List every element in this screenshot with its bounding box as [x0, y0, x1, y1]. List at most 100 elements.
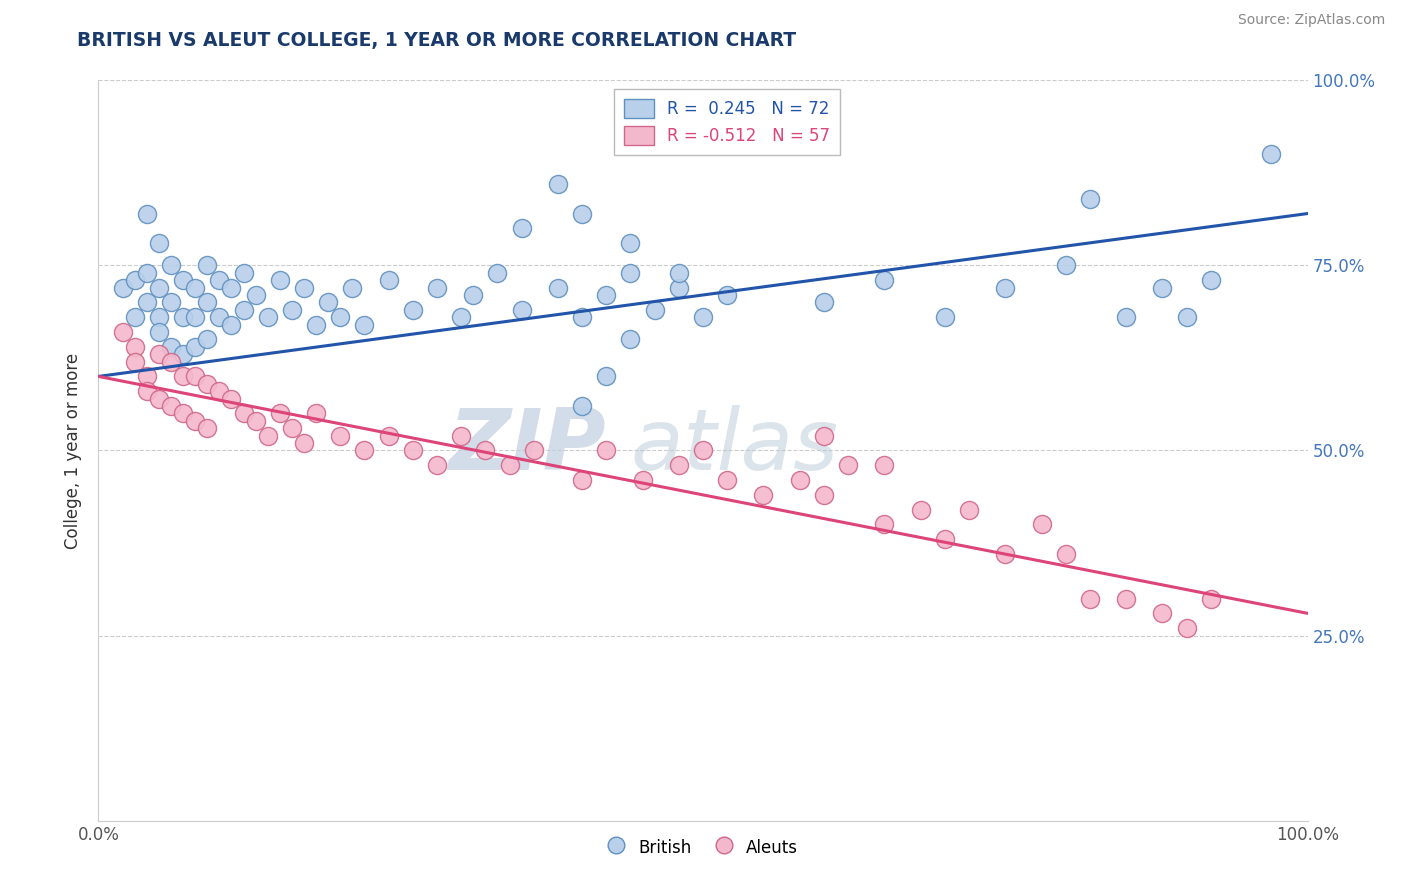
- Point: [184, 414, 207, 428]
- Point: [474, 443, 496, 458]
- Point: [135, 295, 157, 310]
- Point: [135, 369, 157, 384]
- Point: [619, 236, 641, 251]
- Point: [160, 399, 183, 413]
- Point: [813, 295, 835, 310]
- Point: [195, 421, 218, 435]
- Point: [281, 302, 304, 317]
- Point: [195, 332, 218, 346]
- Point: [305, 407, 328, 421]
- Point: [668, 266, 690, 280]
- Point: [195, 295, 218, 310]
- Point: [789, 473, 811, 487]
- Point: [184, 369, 207, 384]
- Point: [316, 295, 339, 310]
- Point: [124, 340, 146, 354]
- Point: [994, 547, 1017, 561]
- Point: [813, 488, 835, 502]
- Point: [994, 280, 1017, 294]
- Point: [644, 302, 666, 317]
- Point: [124, 354, 146, 368]
- Point: [148, 392, 170, 406]
- Point: [111, 280, 134, 294]
- Point: [172, 310, 194, 325]
- Point: [269, 273, 291, 287]
- Point: [547, 280, 569, 294]
- Point: [510, 302, 533, 317]
- Point: [571, 473, 593, 487]
- Point: [232, 302, 254, 317]
- Point: [221, 280, 243, 294]
- Text: atlas: atlas: [630, 405, 838, 488]
- Point: [1031, 517, 1053, 532]
- Point: [1175, 621, 1198, 635]
- Point: [135, 384, 157, 399]
- Point: [619, 266, 641, 280]
- Point: [377, 428, 399, 442]
- Point: [668, 458, 690, 473]
- Point: [281, 421, 304, 435]
- Text: BRITISH VS ALEUT COLLEGE, 1 YEAR OR MORE CORRELATION CHART: BRITISH VS ALEUT COLLEGE, 1 YEAR OR MORE…: [77, 31, 796, 50]
- Point: [510, 221, 533, 235]
- Point: [208, 310, 231, 325]
- Point: [221, 392, 243, 406]
- Point: [342, 280, 364, 294]
- Point: [269, 407, 291, 421]
- Point: [571, 310, 593, 325]
- Point: [245, 288, 267, 302]
- Point: [184, 310, 207, 325]
- Point: [631, 473, 654, 487]
- Point: [813, 428, 835, 442]
- Point: [486, 266, 509, 280]
- Point: [111, 325, 134, 339]
- Point: [221, 318, 243, 332]
- Point: [195, 376, 218, 391]
- Point: [172, 407, 194, 421]
- Point: [245, 414, 267, 428]
- Point: [208, 273, 231, 287]
- Point: [426, 458, 449, 473]
- Point: [426, 280, 449, 294]
- Point: [837, 458, 859, 473]
- Point: [1199, 591, 1222, 606]
- Point: [184, 340, 207, 354]
- Point: [716, 473, 738, 487]
- Point: [692, 443, 714, 458]
- Point: [934, 310, 956, 325]
- Point: [910, 502, 932, 516]
- Point: [148, 236, 170, 251]
- Point: [329, 310, 352, 325]
- Point: [450, 310, 472, 325]
- Point: [1054, 259, 1077, 273]
- Point: [195, 259, 218, 273]
- Y-axis label: College, 1 year or more: College, 1 year or more: [65, 352, 83, 549]
- Point: [1078, 591, 1101, 606]
- Point: [172, 369, 194, 384]
- Point: [957, 502, 980, 516]
- Point: [692, 310, 714, 325]
- Point: [160, 340, 183, 354]
- Point: [450, 428, 472, 442]
- Point: [256, 310, 278, 325]
- Point: [305, 318, 328, 332]
- Point: [160, 354, 183, 368]
- Point: [135, 266, 157, 280]
- Point: [873, 458, 896, 473]
- Point: [1152, 607, 1174, 621]
- Text: Source: ZipAtlas.com: Source: ZipAtlas.com: [1237, 13, 1385, 28]
- Text: ZIP: ZIP: [449, 405, 606, 488]
- Point: [160, 295, 183, 310]
- Point: [571, 399, 593, 413]
- Point: [256, 428, 278, 442]
- Point: [1152, 280, 1174, 294]
- Point: [1115, 591, 1137, 606]
- Point: [148, 310, 170, 325]
- Point: [148, 280, 170, 294]
- Point: [571, 206, 593, 220]
- Point: [523, 443, 546, 458]
- Point: [595, 443, 617, 458]
- Point: [934, 533, 956, 547]
- Point: [172, 347, 194, 361]
- Point: [184, 280, 207, 294]
- Point: [547, 177, 569, 191]
